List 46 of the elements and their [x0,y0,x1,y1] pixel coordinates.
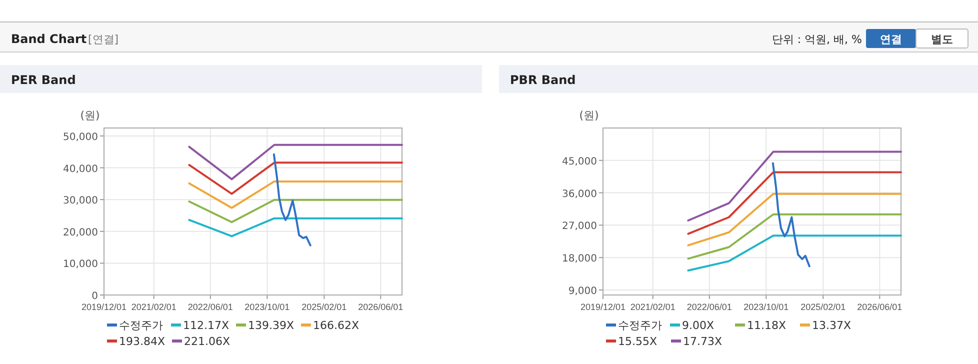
y-tick-label: 0 [92,291,98,302]
line-series [272,153,312,246]
text: 단위 : 억원, 배, % [772,33,862,46]
x-tick-label: 2019/12/01 [81,302,127,312]
y-tick-label: 10,000 [63,259,98,270]
x-tick-label: 2021/02/01 [630,302,676,312]
line-series [772,162,810,268]
legend-label: 193.84X [119,335,166,348]
chart-title: PBR Band [510,73,576,87]
x-tick-label: 2026/06/01 [857,302,902,312]
y-tick-label: 30,000 [63,196,98,207]
x-tick-label: 2025/02/01 [302,302,347,312]
x-tick-label: 2025/02/01 [800,302,846,312]
legend-label: 13.37X [812,319,852,332]
legend-label: 112.17X [183,319,230,332]
text: [연결] [88,33,119,46]
y-tick-label: 40,000 [63,164,98,175]
legend-label: 221.06X [184,335,230,348]
legend-label: 15.55X [618,335,658,348]
legend-label: 수정주가 [119,319,163,332]
legend-label: 9.00X [682,319,714,332]
y-tick-label: 18,000 [562,254,597,265]
x-tick-label: 2023/10/01 [744,302,789,312]
x-tick-label: 2023/10/01 [244,302,290,312]
y-tick-label: 45,000 [562,156,597,168]
text: 연결 [880,33,902,46]
x-tick-label: 2026/06/01 [358,302,404,312]
legend-label: 166.62X [313,319,360,332]
text: 별도 [931,33,953,46]
y-axis-title: (원) [80,109,100,122]
y-tick-label: 50,000 [63,132,98,143]
legend-label: 17.73X [683,335,722,348]
y-tick-label: 27,000 [562,221,597,232]
legend-label: 139.39X [248,319,294,332]
y-tick-label: 9,000 [568,286,597,297]
x-tick-label: 2021/02/01 [131,302,176,312]
text: Band Chart [11,32,87,46]
x-tick-label: 2019/12/01 [580,302,626,312]
y-tick-label: 20,000 [63,227,98,238]
chart-title: PER Band [11,73,76,87]
legend-label: 11.18X [747,319,786,332]
legend-label: 수정주가 [618,319,662,332]
x-tick-label: 2022/06/01 [188,302,233,312]
y-tick-label: 36,000 [562,188,597,200]
y-axis-title: (원) [579,109,599,122]
x-tick-label: 2022/06/01 [686,302,732,312]
